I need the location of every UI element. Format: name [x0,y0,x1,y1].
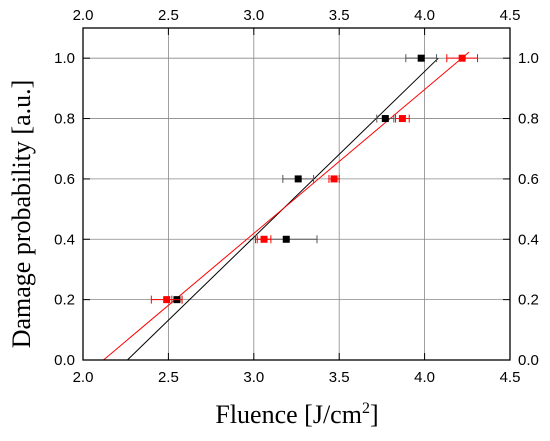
series-2-point-4 [395,114,410,123]
x-tick-label-top: 4.0 [414,7,435,24]
series-2-point-2 [256,235,272,244]
x-tick-label-bottom: 2.0 [73,369,94,386]
x-tick-label-bottom: 3.0 [243,369,264,386]
fit-lines [103,51,470,361]
x-axis-title: Fluence [J/cm2] [215,400,378,429]
square-marker [260,235,268,243]
tick-labels: 2.02.02.52.53.03.03.53.54.04.04.54.50.0 0… [54,7,539,386]
x-tick-label-bottom: 4.5 [500,369,521,386]
square-marker [381,115,389,123]
y-tick-label-left: 0.0 [54,352,75,369]
y-tick-label-left: 1.0 [54,50,75,67]
series-1-point-3 [282,174,315,183]
y-tick-label-right: 0.0 [518,352,539,369]
tick-marks [82,28,511,361]
square-marker [163,296,171,304]
grid [82,28,511,361]
y-tick-label-right: 0.4 [518,231,539,248]
x-axis-title-end: ] [370,400,379,429]
y-tick-label-left: 0.2 [54,292,75,309]
square-marker [282,235,290,243]
x-axis-title-main: Fluence [J/cm [215,400,362,429]
x-tick-label-bottom: 4.0 [414,369,435,386]
square-marker [398,115,406,123]
x-tick-label-top: 2.5 [158,7,179,24]
series-1-point-5 [405,54,438,63]
square-marker [294,175,302,183]
plot-frame [82,27,511,361]
data-points [150,54,479,304]
square-marker [458,54,466,62]
x-axis-title-superscript: 2 [362,400,370,417]
series-2-point-1 [150,295,183,304]
x-tick-label-top: 3.0 [243,7,264,24]
series-1-point-4 [376,114,395,123]
x-tick-label-top: 2.0 [73,7,94,24]
fit-line-2 [103,51,470,361]
square-marker [417,54,425,62]
y-tick-label-right: 0.8 [518,111,539,128]
y-tick-label-right: 0.2 [518,292,539,309]
series-2-point-5 [446,54,479,63]
x-tick-label-top: 3.5 [329,7,350,24]
y-tick-label-left: 0.6 [54,171,75,188]
x-tick-label-top: 4.5 [500,7,521,24]
x-tick-label-bottom: 3.5 [329,369,350,386]
y-tick-label-right: 1.0 [518,50,539,67]
y-tick-label-left: 0.8 [54,111,75,128]
y-tick-label-right: 0.6 [518,171,539,188]
y-axis-title: Damage probability [a.u.] [7,80,36,349]
x-tick-label-bottom: 2.5 [158,369,179,386]
series-2-point-3 [328,174,340,183]
y-tick-label-left: 0.4 [54,231,75,248]
square-marker [330,175,338,183]
